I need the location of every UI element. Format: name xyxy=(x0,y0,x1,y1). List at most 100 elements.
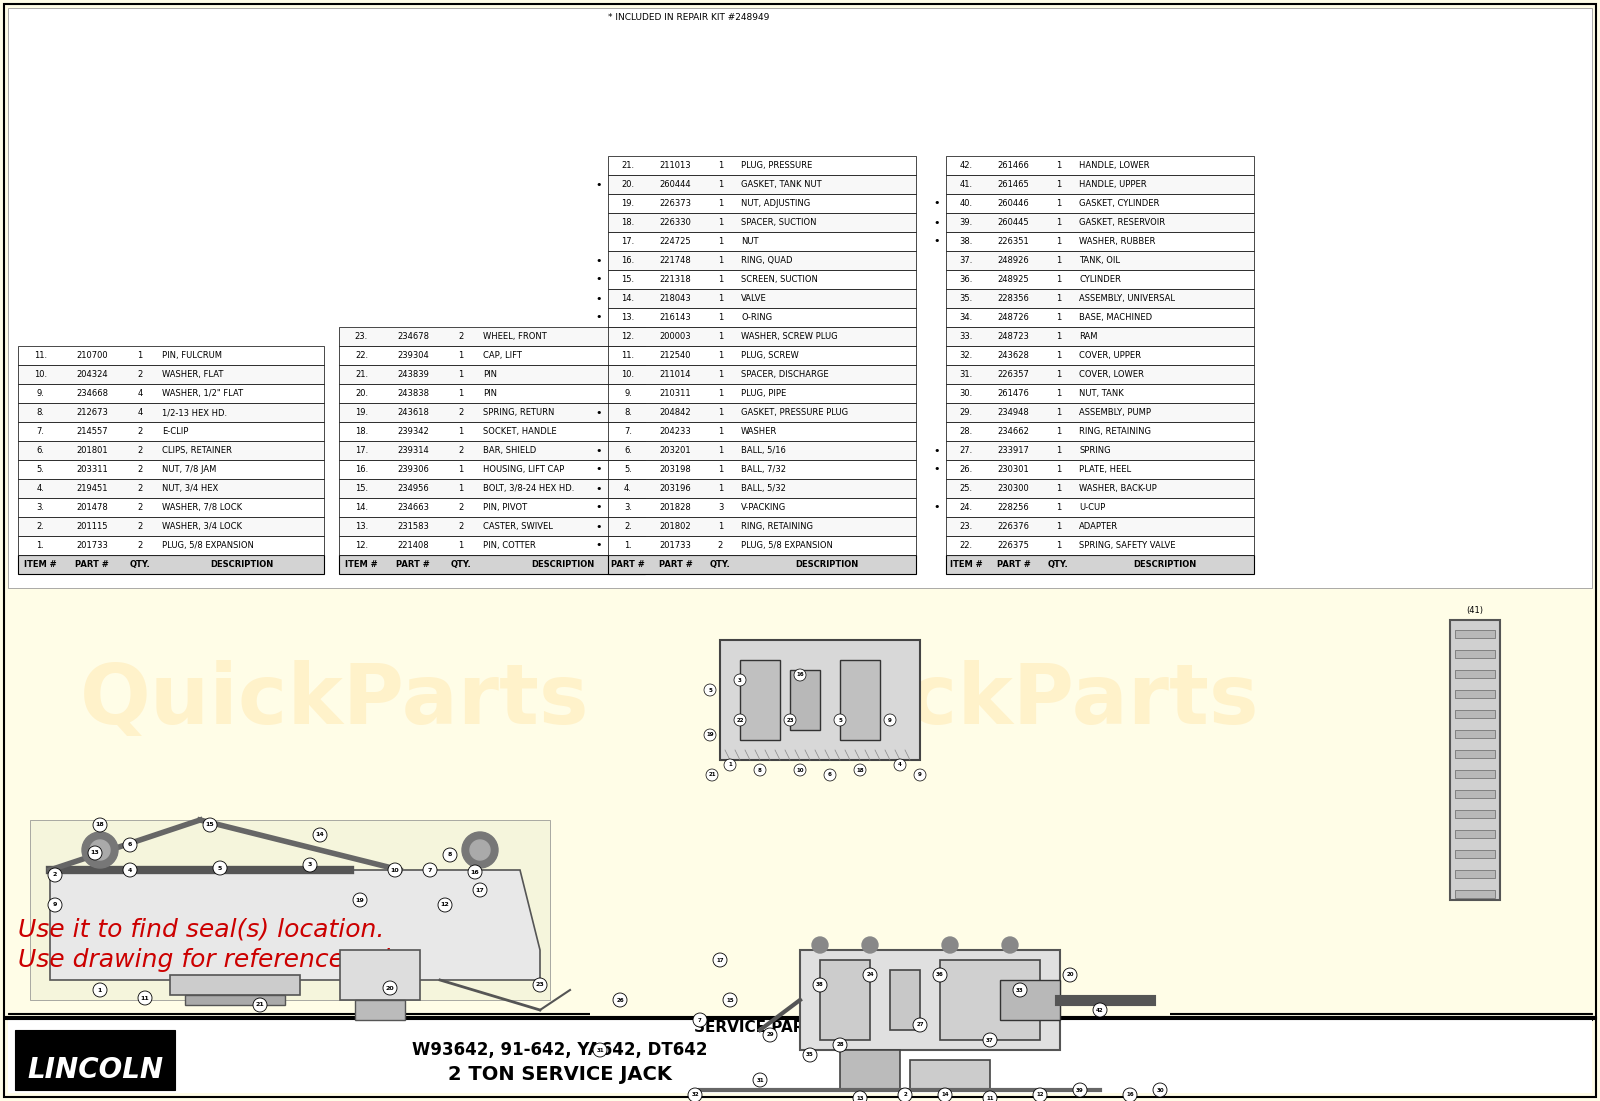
Bar xyxy=(608,442,915,460)
Text: DESCRIPTION: DESCRIPTION xyxy=(1133,560,1197,569)
Text: 203196: 203196 xyxy=(659,484,691,493)
Bar xyxy=(1454,750,1494,757)
Bar xyxy=(18,403,323,422)
Text: 14.: 14. xyxy=(621,294,635,303)
Text: 9.: 9. xyxy=(37,389,45,397)
Text: 8: 8 xyxy=(758,767,762,773)
Text: 243839: 243839 xyxy=(397,370,429,379)
Circle shape xyxy=(704,729,717,741)
Circle shape xyxy=(803,1048,818,1062)
Text: 201733: 201733 xyxy=(77,541,107,550)
Bar xyxy=(8,8,1592,588)
Circle shape xyxy=(982,1033,997,1047)
Text: GASKET, CYLINDER: GASKET, CYLINDER xyxy=(1078,199,1160,208)
Text: TANK, OIL: TANK, OIL xyxy=(1078,257,1120,265)
Bar xyxy=(1454,890,1494,898)
Text: 4.: 4. xyxy=(624,484,632,493)
Bar xyxy=(608,479,915,498)
Circle shape xyxy=(1034,1088,1046,1101)
Text: RAM: RAM xyxy=(1078,333,1098,341)
Bar xyxy=(608,194,915,212)
Text: SOCKET, HANDLE: SOCKET, HANDLE xyxy=(483,427,557,436)
Text: 2: 2 xyxy=(902,1092,907,1098)
Bar xyxy=(946,460,1254,479)
Text: BALL, 5/16: BALL, 5/16 xyxy=(741,446,786,455)
Bar xyxy=(339,517,645,536)
Text: 2: 2 xyxy=(458,446,464,455)
Text: 200003: 200003 xyxy=(659,333,691,341)
Text: 3: 3 xyxy=(307,862,312,868)
Text: 26.: 26. xyxy=(960,465,973,475)
Text: 1: 1 xyxy=(458,389,464,397)
Text: 239306: 239306 xyxy=(397,465,429,475)
Text: 15: 15 xyxy=(206,822,214,828)
Text: 20.: 20. xyxy=(355,389,368,397)
Circle shape xyxy=(613,993,627,1007)
Text: •: • xyxy=(595,407,602,417)
Text: 16: 16 xyxy=(1126,1092,1134,1098)
Text: 261465: 261465 xyxy=(998,179,1029,189)
Text: 32.: 32. xyxy=(960,351,973,360)
Bar xyxy=(1000,980,1059,1020)
Text: •: • xyxy=(595,522,602,532)
Text: PART #: PART # xyxy=(75,560,109,569)
Text: 12: 12 xyxy=(1037,1092,1043,1098)
Bar xyxy=(1454,690,1494,698)
Text: 243838: 243838 xyxy=(397,389,429,397)
Bar xyxy=(18,479,323,498)
Text: 21: 21 xyxy=(709,773,715,777)
Text: 1: 1 xyxy=(98,988,102,992)
Text: 1: 1 xyxy=(718,275,723,284)
Text: 4: 4 xyxy=(138,408,142,417)
Circle shape xyxy=(1002,937,1018,953)
Bar xyxy=(339,422,645,442)
Circle shape xyxy=(704,684,717,696)
Text: 21.: 21. xyxy=(355,370,368,379)
Circle shape xyxy=(914,768,926,781)
Text: 1: 1 xyxy=(1056,275,1061,284)
Text: 24: 24 xyxy=(866,972,874,978)
Text: 2: 2 xyxy=(53,872,58,877)
Text: 212673: 212673 xyxy=(77,408,107,417)
Text: 212540: 212540 xyxy=(659,351,691,360)
Text: 10: 10 xyxy=(797,767,803,773)
Text: 17.: 17. xyxy=(621,237,635,246)
Text: QTY.: QTY. xyxy=(1048,560,1069,569)
Circle shape xyxy=(88,846,102,860)
Bar xyxy=(339,442,645,460)
Text: 234678: 234678 xyxy=(397,333,429,341)
Text: 2: 2 xyxy=(458,408,464,417)
Text: 230301: 230301 xyxy=(998,465,1029,475)
Text: PLUG, PIPE: PLUG, PIPE xyxy=(741,389,786,397)
Text: 1: 1 xyxy=(718,313,723,321)
Text: 11: 11 xyxy=(986,1095,994,1101)
Text: 27.: 27. xyxy=(960,446,973,455)
Text: 218043: 218043 xyxy=(659,294,691,303)
Text: 19: 19 xyxy=(706,732,714,738)
Text: 248925: 248925 xyxy=(998,275,1029,284)
Text: •: • xyxy=(934,465,941,475)
Text: 1.: 1. xyxy=(37,541,45,550)
Bar xyxy=(608,346,915,366)
Text: 2: 2 xyxy=(458,333,464,341)
Text: 39: 39 xyxy=(1077,1088,1083,1092)
Text: SPRING, RETURN: SPRING, RETURN xyxy=(483,408,554,417)
Text: 233917: 233917 xyxy=(997,446,1029,455)
Text: HANDLE, UPPER: HANDLE, UPPER xyxy=(1078,179,1147,189)
Text: BALL, 5/32: BALL, 5/32 xyxy=(741,484,786,493)
Text: CYLINDER: CYLINDER xyxy=(1078,275,1122,284)
Text: 1: 1 xyxy=(718,161,723,170)
Text: 38: 38 xyxy=(816,982,824,988)
Circle shape xyxy=(253,998,267,1012)
Text: 36.: 36. xyxy=(960,275,973,284)
Text: •: • xyxy=(595,255,602,265)
Text: WASHER, FLAT: WASHER, FLAT xyxy=(162,370,224,379)
Text: U-CUP: U-CUP xyxy=(1078,503,1106,512)
Text: 19.: 19. xyxy=(355,408,368,417)
Bar xyxy=(18,384,323,403)
Text: •: • xyxy=(595,502,602,512)
Text: •: • xyxy=(934,446,941,456)
Text: •: • xyxy=(595,541,602,550)
Bar xyxy=(8,1018,1592,1093)
Text: WASHER, 1/2" FLAT: WASHER, 1/2" FLAT xyxy=(162,389,243,397)
